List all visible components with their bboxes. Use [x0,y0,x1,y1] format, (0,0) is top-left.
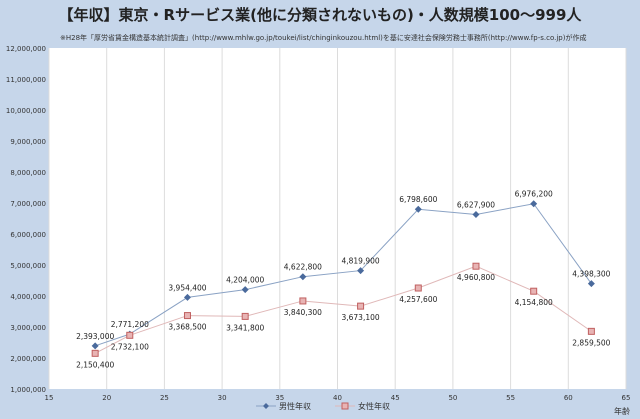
male-data-point [587,280,595,288]
data-label: 3,341,800 [226,323,264,332]
female-data-point [126,331,134,339]
male-data-point [530,200,538,208]
female-data-point [357,302,365,310]
data-label: 2,771,200 [111,320,149,329]
female-data-point [241,312,249,320]
female-data-point [587,327,595,335]
data-label: 4,398,300 [572,270,610,279]
y-tick-label: 1,000,000 [10,386,46,394]
data-label: 2,150,400 [76,360,114,369]
y-tick-label: 5,000,000 [10,262,46,270]
male-data-point [357,267,365,275]
data-label: 2,859,500 [572,338,610,347]
data-label: 2,732,100 [111,342,149,351]
data-label: 3,368,500 [168,323,206,332]
data-label: 4,960,800 [457,273,495,282]
x-tick-label: 35 [275,394,284,402]
legend-male-marker [263,403,269,409]
x-tick-label: 65 [622,394,631,402]
data-label: 3,840,300 [284,308,322,317]
x-tick-label: 25 [160,394,169,402]
x-tick-label: 20 [102,394,111,402]
data-label: 2,393,000 [76,332,114,341]
y-tick-label: 12,000,000 [6,45,46,53]
x-tick-label: 50 [448,394,457,402]
x-tick-label: 60 [564,394,573,402]
data-label: 3,954,400 [168,283,206,292]
female-data-point [530,287,538,295]
x-tick-label: 40 [333,394,342,402]
female-data-point [472,262,480,270]
data-label: 6,798,600 [399,195,437,204]
x-axis-label: 年齢 [614,406,630,416]
y-tick-label: 10,000,000 [6,107,46,115]
chart-subtitle: ※H28年「厚労省賃金構造基本統計調査」(http://www.mhlw.go.… [60,34,587,42]
x-tick-label: 45 [391,394,400,402]
female-data-point [91,349,99,357]
data-label: 4,622,800 [284,263,322,272]
data-label: 6,976,200 [515,190,553,199]
data-label: 4,257,600 [399,295,437,304]
y-tick-label: 11,000,000 [6,76,46,84]
male-data-point [414,205,422,213]
chart-title: 【年収】東京・Rサービス業(他に分類されないもの)・人数規模100～999人 [58,6,582,24]
legend-female-marker [341,402,349,410]
x-tick-label: 30 [218,394,227,402]
female-data-point [183,312,191,320]
data-label: 4,154,800 [515,298,553,307]
data-label: 4,819,900 [341,257,379,266]
male-data-point [91,342,99,350]
male-data-point [472,211,480,219]
data-label: 3,673,100 [341,313,379,322]
male-data-point [299,273,307,281]
data-label: 6,627,900 [457,201,495,210]
series-line-female [94,265,592,354]
female-data-point [299,297,307,305]
series-line-male [94,203,592,347]
female-data-point [414,284,422,292]
x-tick-label: 15 [45,394,54,402]
y-tick-label: 3,000,000 [10,324,46,332]
x-tick-label: 55 [506,394,515,402]
y-tick-label: 7,000,000 [10,200,46,208]
y-tick-label: 9,000,000 [10,138,46,146]
y-tick-label: 6,000,000 [10,231,46,239]
male-data-point [183,293,191,301]
y-tick-label: 8,000,000 [10,169,46,177]
legend-female-label: 女性年収 [358,401,390,411]
legend-male-label: 男性年収 [279,401,311,411]
male-data-point [241,286,249,294]
y-tick-label: 4,000,000 [10,293,46,301]
y-tick-label: 2,000,000 [10,355,46,363]
data-label: 4,204,000 [226,276,264,285]
